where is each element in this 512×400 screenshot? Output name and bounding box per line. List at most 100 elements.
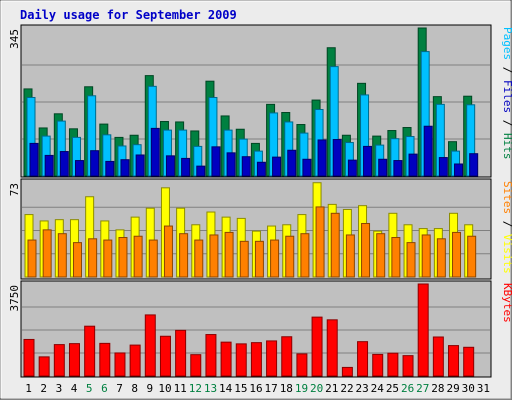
bar-sites-day-21 xyxy=(330,212,340,278)
panels-layer: 345 Pages / Files / Hits 73 Sites / Visits 3… xyxy=(8,24,512,378)
bar-kbytes-day-10 xyxy=(159,335,171,377)
bar-kbytes-day-19 xyxy=(296,353,308,377)
legend-label-visits_sites: Sites / Visits xyxy=(501,181,512,274)
x-tick-23: 23 xyxy=(356,382,369,395)
bar-pages-day-24 xyxy=(378,158,388,177)
x-tick-20: 20 xyxy=(310,382,323,395)
bar-kbytes-day-22 xyxy=(341,366,353,377)
bar-pages-day-3 xyxy=(59,151,69,177)
bar-pages-day-26 xyxy=(408,153,418,177)
bar-kbytes-day-28 xyxy=(432,336,444,377)
bar-sites-day-15 xyxy=(239,240,249,278)
x-tick-3: 3 xyxy=(56,382,63,395)
bar-sites-day-28 xyxy=(436,238,446,278)
bar-kbytes-day-1 xyxy=(23,338,35,377)
x-tick-16: 16 xyxy=(249,382,262,395)
bar-pages-day-11 xyxy=(181,157,191,177)
bar-pages-day-21 xyxy=(332,139,342,177)
bar-pages-day-23 xyxy=(363,145,373,177)
x-tick-19: 19 xyxy=(295,382,308,395)
legend-part: KBytes xyxy=(501,283,512,323)
x-tick-6: 6 xyxy=(101,382,108,395)
bar-kbytes-day-16 xyxy=(250,342,262,377)
legend-part: Files xyxy=(501,80,512,113)
bar-kbytes-day-14 xyxy=(220,341,232,377)
legend-part: Hits xyxy=(501,133,512,160)
bar-pages-day-1 xyxy=(29,142,39,177)
bar-sites-day-5 xyxy=(88,238,98,278)
x-tick-4: 4 xyxy=(71,382,78,395)
bar-pages-day-10 xyxy=(165,155,175,177)
bar-sites-day-8 xyxy=(133,235,143,278)
x-tick-11: 11 xyxy=(174,382,187,395)
panel-kbytes: 3750 KBytes xyxy=(8,280,512,378)
x-tick-7: 7 xyxy=(116,382,123,395)
bar-sites-day-23 xyxy=(361,222,371,278)
x-tick-8: 8 xyxy=(131,382,138,395)
bar-pages-day-25 xyxy=(393,160,403,177)
bar-sites-day-26 xyxy=(406,242,416,278)
bar-pages-day-22 xyxy=(347,159,357,177)
bar-pages-day-2 xyxy=(44,154,54,177)
bar-kbytes-day-7 xyxy=(114,352,126,377)
bar-sites-day-16 xyxy=(254,240,264,278)
bar-kbytes-day-18 xyxy=(281,336,293,377)
bar-kbytes-day-29 xyxy=(448,345,460,377)
bar-sites-day-18 xyxy=(285,235,295,278)
bar-kbytes-day-21 xyxy=(326,319,338,377)
x-tick-17: 17 xyxy=(265,382,278,395)
bar-pages-day-9 xyxy=(150,127,160,177)
x-tick-5: 5 xyxy=(86,382,93,395)
bar-kbytes-day-3 xyxy=(53,344,65,377)
bar-sites-day-11 xyxy=(179,233,189,278)
bar-pages-day-18 xyxy=(287,149,297,177)
bar-sites-day-29 xyxy=(452,231,462,278)
bar-kbytes-day-26 xyxy=(402,355,414,377)
x-tick-31: 31 xyxy=(477,382,490,395)
x-tick-29: 29 xyxy=(446,382,459,395)
bar-sites-day-10 xyxy=(163,225,173,278)
bar-pages-day-14 xyxy=(226,152,236,177)
x-tick-18: 18 xyxy=(280,382,293,395)
ymax-label-visits_sites: 73 xyxy=(8,183,21,196)
x-tick-14: 14 xyxy=(219,382,233,395)
bar-sites-day-6 xyxy=(103,239,113,278)
bar-pages-day-5 xyxy=(90,150,100,177)
bar-sites-day-2 xyxy=(42,229,52,278)
bar-kbytes-day-5 xyxy=(84,325,96,377)
bar-pages-day-6 xyxy=(105,160,115,177)
ymax-label-kbytes: 3750 xyxy=(8,285,21,312)
legend-label-kbytes: KBytes xyxy=(501,283,512,323)
bar-kbytes-day-12 xyxy=(190,354,202,377)
bar-pages-day-4 xyxy=(74,160,84,177)
x-tick-26: 26 xyxy=(401,382,414,395)
bar-kbytes-day-6 xyxy=(99,342,111,377)
x-tick-13: 13 xyxy=(204,382,217,395)
x-tick-25: 25 xyxy=(386,382,399,395)
bar-kbytes-day-17 xyxy=(266,340,278,377)
ymax-label-hits_files_pages: 345 xyxy=(8,29,21,49)
bar-pages-day-12 xyxy=(196,165,206,177)
bar-sites-day-25 xyxy=(391,237,401,278)
bar-kbytes-day-13 xyxy=(205,334,217,377)
bar-sites-day-19 xyxy=(300,233,310,278)
bar-kbytes-day-23 xyxy=(357,341,369,377)
bar-pages-day-27 xyxy=(423,125,433,177)
bar-pages-day-15 xyxy=(241,156,251,177)
bar-sites-day-20 xyxy=(315,206,325,278)
x-tick-27: 27 xyxy=(416,382,429,395)
bar-pages-day-19 xyxy=(302,158,312,177)
bar-kbytes-day-25 xyxy=(387,352,399,377)
x-tick-10: 10 xyxy=(158,382,171,395)
bar-pages-day-17 xyxy=(272,156,282,177)
bar-kbytes-day-2 xyxy=(38,356,50,377)
bar-pages-day-30 xyxy=(469,153,479,177)
bar-kbytes-day-15 xyxy=(235,343,247,377)
legend-label-hits_files_pages: Pages / Files / Hits xyxy=(501,27,512,160)
x-tick-15: 15 xyxy=(234,382,247,395)
bar-kbytes-day-24 xyxy=(372,353,384,377)
x-tick-9: 9 xyxy=(147,382,154,395)
legend-part: Sites xyxy=(501,181,512,214)
